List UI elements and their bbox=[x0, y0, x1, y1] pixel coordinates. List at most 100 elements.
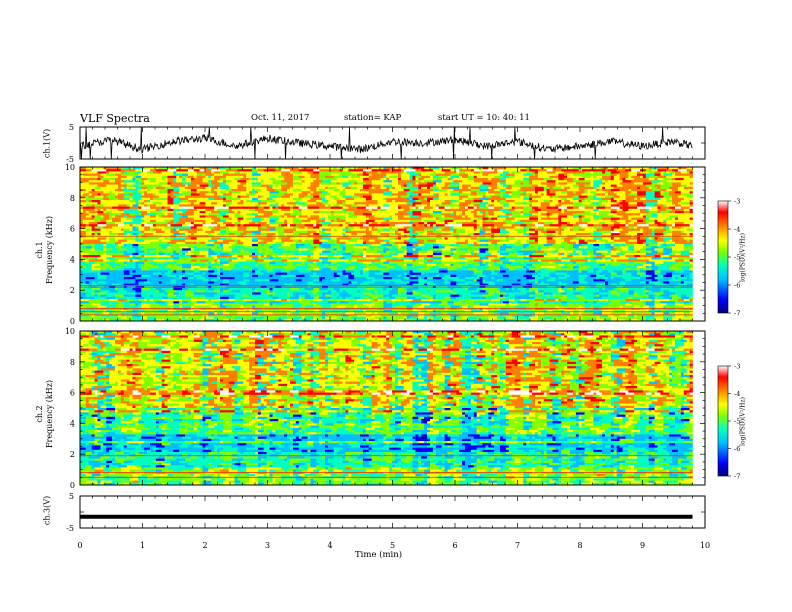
spectrogram-cell bbox=[610, 175, 615, 179]
spectrogram-cell bbox=[80, 208, 84, 212]
spectrogram-cell bbox=[552, 169, 562, 172]
spectrogram-cell bbox=[260, 184, 267, 188]
spectrogram-cell bbox=[575, 182, 580, 185]
spectrogram-cell bbox=[645, 219, 655, 223]
spectrogram-cell bbox=[672, 195, 679, 199]
spectrogram-cell bbox=[117, 197, 125, 201]
spectrogram-cell bbox=[319, 226, 326, 229]
spectrogram-cell bbox=[584, 178, 588, 181]
spectrogram-cell bbox=[669, 213, 679, 216]
spectrogram-cell bbox=[336, 261, 346, 265]
spectrogram-cell bbox=[383, 175, 387, 179]
spectrogram-cell bbox=[605, 169, 609, 172]
spectrogram-cell bbox=[225, 180, 232, 183]
spectrogram-cell bbox=[570, 239, 580, 243]
spectrogram-cell bbox=[295, 241, 305, 245]
spectrogram-cell bbox=[409, 215, 419, 218]
spectrogram-cell bbox=[272, 257, 276, 260]
spectrogram-cell bbox=[540, 263, 550, 267]
spectrogram-cell bbox=[298, 257, 302, 260]
spectrogram-cell bbox=[167, 169, 177, 172]
spectrogram-cell bbox=[336, 217, 340, 221]
spectrogram-cell bbox=[100, 208, 104, 212]
spectrogram-cell bbox=[494, 204, 498, 207]
spectrogram-cell bbox=[307, 230, 317, 234]
spectrogram-cell bbox=[465, 261, 469, 265]
spectrogram-cell bbox=[666, 200, 673, 203]
spectrogram-cell bbox=[628, 173, 638, 177]
spectrogram-cell bbox=[269, 197, 273, 201]
spectrogram-cell bbox=[339, 213, 349, 216]
spectrogram-cell bbox=[135, 171, 142, 174]
spectrogram-cell bbox=[120, 186, 125, 190]
spectrogram-cell bbox=[526, 169, 530, 172]
spectrogram-cell bbox=[196, 213, 203, 216]
spectrogram-cell bbox=[602, 178, 612, 181]
spectrogram-cell bbox=[383, 228, 390, 232]
spectrogram-cell bbox=[546, 266, 556, 269]
spectrogram-cell bbox=[141, 186, 148, 190]
spectrogram-cell bbox=[526, 167, 533, 170]
spectrogram-cell bbox=[631, 211, 641, 214]
spectrogram-cell bbox=[392, 257, 399, 260]
spectrogram-cell bbox=[642, 173, 647, 177]
spectrogram-cell bbox=[663, 244, 667, 247]
spectrogram-cell bbox=[362, 255, 367, 258]
spectrogram-cell bbox=[85, 268, 92, 271]
spectrogram-cell bbox=[441, 180, 448, 183]
spectrogram-cell bbox=[150, 175, 160, 179]
spectrogram-cell bbox=[648, 211, 658, 214]
spectrogram-cell bbox=[625, 191, 632, 194]
spectrogram-cell bbox=[82, 222, 90, 225]
spectrogram-cell bbox=[637, 189, 644, 192]
spectrogram-cell bbox=[584, 184, 591, 188]
spectrogram-cell bbox=[412, 175, 416, 179]
spectrogram-cell bbox=[590, 173, 600, 177]
spectrogram-cell bbox=[164, 244, 171, 247]
spectrogram-cell bbox=[167, 202, 174, 205]
spectrogram-cell bbox=[645, 222, 650, 225]
spectrogram-cell bbox=[593, 217, 603, 221]
spectrogram-cell bbox=[214, 244, 221, 247]
spectrogram-cell bbox=[225, 213, 235, 216]
spectrogram-cell bbox=[465, 213, 475, 216]
spectrogram-cell bbox=[342, 206, 349, 210]
spectrogram-cell bbox=[619, 175, 629, 179]
spectrogram-cell bbox=[307, 268, 311, 271]
spectrogram-cell bbox=[453, 178, 460, 181]
spectrogram-cell bbox=[672, 169, 679, 172]
spectrogram-cell bbox=[570, 186, 580, 190]
spectrogram-cell bbox=[310, 233, 314, 236]
spectrogram-cell bbox=[543, 178, 553, 181]
spectrogram-cell bbox=[214, 191, 218, 194]
spectrogram-cell bbox=[430, 169, 434, 172]
spectrogram-cell bbox=[619, 237, 629, 240]
spectrogram-cell bbox=[572, 230, 577, 234]
spectrogram-cell bbox=[281, 239, 288, 243]
spectrogram-cell bbox=[91, 228, 101, 232]
spectrogram-cell bbox=[459, 208, 466, 212]
spectrogram-cell bbox=[263, 180, 273, 183]
spectrogram-cell bbox=[304, 266, 311, 269]
spectrogram-cell bbox=[234, 202, 238, 205]
spectrogram-cell bbox=[176, 180, 180, 183]
spectrogram-cell bbox=[593, 195, 597, 199]
spectrogram-cell bbox=[362, 186, 370, 190]
spectrogram-cell bbox=[205, 200, 215, 203]
spectrogram-cell bbox=[240, 208, 244, 212]
spectrogram-cell bbox=[80, 206, 84, 210]
spectrogram-cell bbox=[348, 222, 352, 225]
spectrogram-cell bbox=[476, 191, 486, 194]
spectrogram-cell bbox=[100, 193, 110, 196]
spectrogram-cell bbox=[514, 173, 524, 177]
spectrogram-cell bbox=[590, 246, 597, 249]
spectrogram-cell bbox=[497, 184, 504, 188]
spectrogram-cell bbox=[537, 200, 545, 203]
spectrogram-cell bbox=[351, 182, 355, 185]
spectrogram-cell bbox=[514, 228, 524, 232]
spectrogram-cell bbox=[313, 239, 320, 243]
spectrogram-cell bbox=[217, 246, 224, 249]
spectrogram-cell bbox=[502, 233, 507, 236]
spectrogram-cell bbox=[453, 189, 463, 192]
spectrogram-cell bbox=[558, 204, 562, 207]
